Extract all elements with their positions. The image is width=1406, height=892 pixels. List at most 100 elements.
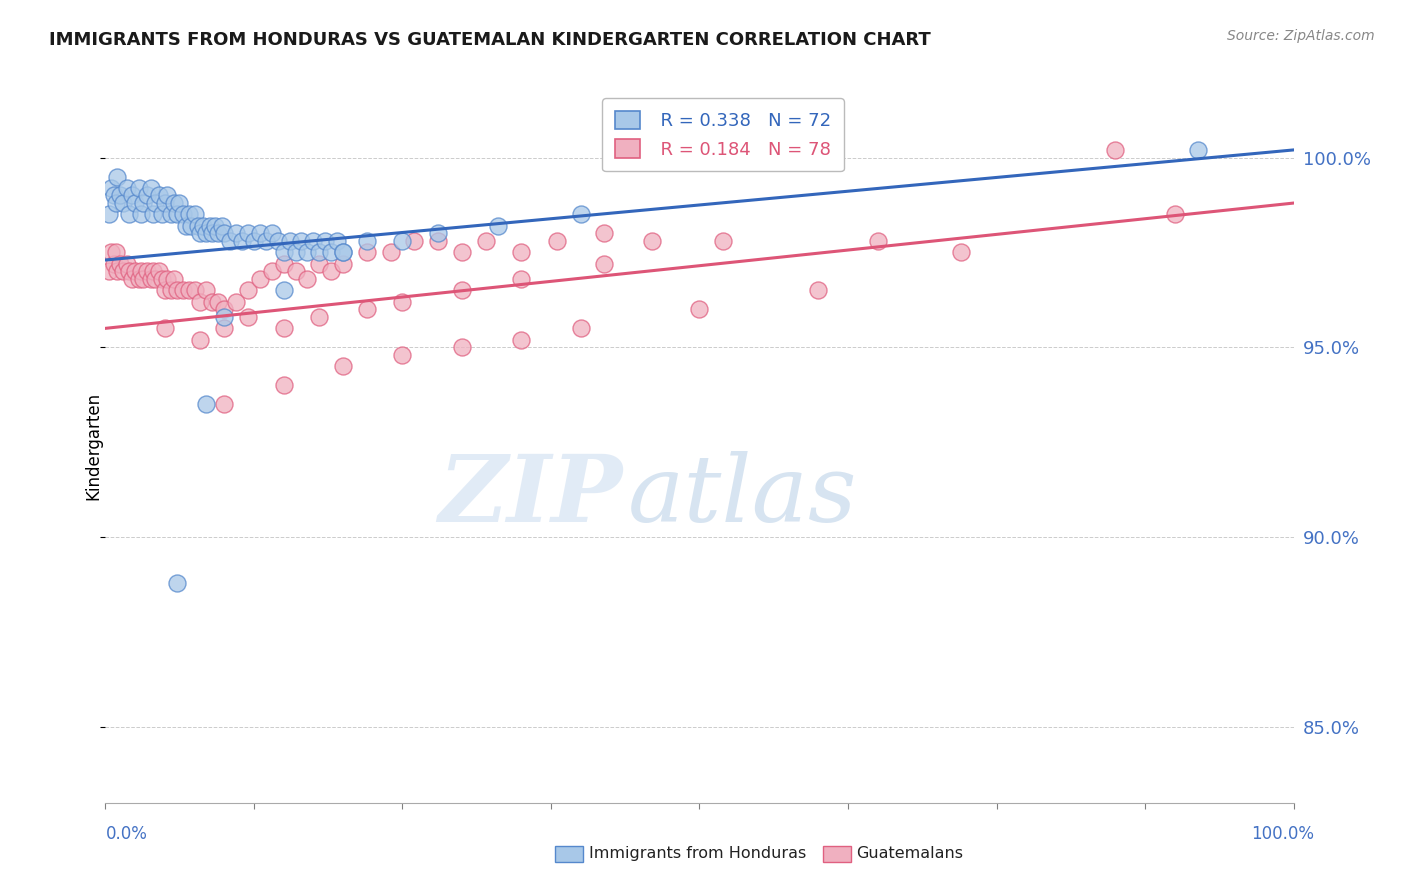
Point bbox=[302, 234, 325, 248]
Point bbox=[166, 575, 188, 590]
Point bbox=[156, 188, 179, 202]
Point bbox=[404, 234, 426, 248]
Point bbox=[159, 284, 181, 298]
Point bbox=[172, 284, 194, 298]
Point bbox=[166, 207, 188, 221]
Point bbox=[474, 234, 496, 248]
Point bbox=[290, 234, 312, 248]
Point bbox=[711, 234, 734, 248]
Point bbox=[314, 234, 336, 248]
Point bbox=[100, 245, 122, 260]
Point bbox=[105, 169, 128, 184]
Point bbox=[273, 284, 295, 298]
Point bbox=[273, 321, 295, 335]
Point bbox=[159, 207, 181, 221]
Point bbox=[183, 284, 205, 298]
Point bbox=[273, 378, 295, 392]
Text: atlas: atlas bbox=[628, 451, 858, 541]
Point bbox=[326, 234, 349, 248]
Point bbox=[118, 264, 141, 278]
Point bbox=[129, 264, 152, 278]
Point bbox=[236, 310, 259, 324]
Point bbox=[121, 272, 143, 286]
Point bbox=[103, 188, 125, 202]
Point bbox=[142, 207, 165, 221]
Point bbox=[153, 196, 176, 211]
Point bbox=[214, 321, 236, 335]
Point bbox=[332, 359, 354, 374]
Point bbox=[273, 257, 295, 271]
Point bbox=[332, 245, 354, 260]
Point bbox=[195, 284, 218, 298]
Point bbox=[190, 333, 212, 347]
Point bbox=[177, 207, 200, 221]
Point bbox=[267, 234, 290, 248]
Text: Guatemalans: Guatemalans bbox=[856, 847, 963, 861]
Point bbox=[105, 196, 128, 211]
Point bbox=[308, 310, 330, 324]
Point bbox=[98, 264, 121, 278]
Point bbox=[450, 340, 472, 354]
Point bbox=[132, 272, 155, 286]
Point bbox=[100, 181, 122, 195]
Point bbox=[391, 234, 413, 248]
Point bbox=[148, 188, 170, 202]
Point bbox=[510, 333, 533, 347]
Point bbox=[115, 257, 138, 271]
Point bbox=[236, 284, 259, 298]
Point bbox=[204, 219, 226, 233]
Point bbox=[332, 245, 354, 260]
Text: Immigrants from Honduras: Immigrants from Honduras bbox=[589, 847, 807, 861]
Point bbox=[214, 302, 236, 317]
Point bbox=[180, 219, 202, 233]
Point bbox=[183, 207, 205, 221]
Point bbox=[214, 310, 236, 324]
Point bbox=[254, 234, 277, 248]
Point bbox=[118, 207, 141, 221]
Point bbox=[593, 227, 616, 241]
Point bbox=[148, 264, 170, 278]
Text: Source: ZipAtlas.com: Source: ZipAtlas.com bbox=[1227, 29, 1375, 43]
Point bbox=[297, 272, 319, 286]
Point bbox=[112, 264, 135, 278]
Point bbox=[211, 219, 233, 233]
Point bbox=[207, 227, 229, 241]
Point bbox=[108, 257, 131, 271]
Point bbox=[569, 321, 592, 335]
Text: 0.0%: 0.0% bbox=[105, 825, 148, 843]
Point bbox=[201, 227, 224, 241]
Point bbox=[321, 245, 343, 260]
Point bbox=[236, 227, 259, 241]
Point bbox=[260, 227, 283, 241]
Point bbox=[98, 207, 121, 221]
Point bbox=[152, 272, 174, 286]
Point bbox=[152, 207, 174, 221]
Point bbox=[231, 234, 253, 248]
Point bbox=[308, 245, 330, 260]
Point bbox=[260, 264, 283, 278]
Point bbox=[115, 181, 138, 195]
Point bbox=[427, 227, 450, 241]
Text: IMMIGRANTS FROM HONDURAS VS GUATEMALAN KINDERGARTEN CORRELATION CHART: IMMIGRANTS FROM HONDURAS VS GUATEMALAN K… bbox=[49, 31, 931, 49]
Point bbox=[243, 234, 266, 248]
Point bbox=[356, 245, 378, 260]
Point bbox=[284, 245, 307, 260]
Point bbox=[450, 284, 472, 298]
Point bbox=[156, 272, 179, 286]
Point bbox=[593, 257, 616, 271]
Point bbox=[427, 234, 450, 248]
Point bbox=[689, 302, 711, 317]
Point bbox=[174, 219, 197, 233]
Point bbox=[108, 188, 131, 202]
Point bbox=[866, 234, 889, 248]
Point bbox=[207, 294, 229, 309]
Point bbox=[273, 245, 295, 260]
Point bbox=[380, 245, 402, 260]
Point bbox=[391, 348, 413, 362]
Point bbox=[124, 264, 146, 278]
Point bbox=[143, 196, 166, 211]
Point bbox=[807, 284, 830, 298]
Text: ZIP: ZIP bbox=[439, 451, 623, 541]
Point bbox=[332, 257, 354, 271]
Point bbox=[249, 272, 271, 286]
